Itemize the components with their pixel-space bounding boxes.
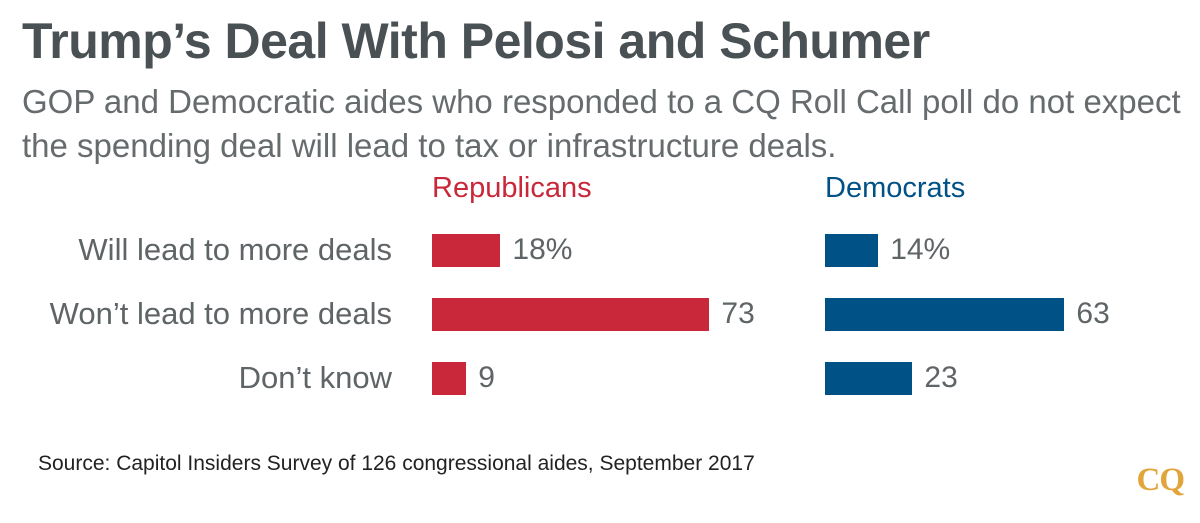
value-label-republicans-won-t-lead-to-more-deals: 73 xyxy=(721,297,755,330)
category-label-don-t-know: Don’t know xyxy=(238,360,392,395)
bar-republicans-won-t-lead-to-more-deals xyxy=(432,298,710,331)
value-label-democrats-won-t-lead-to-more-deals: 63 xyxy=(1076,297,1110,330)
value-label-republicans-don-t-know: 9 xyxy=(478,361,495,394)
bar-democrats-don-t-know xyxy=(825,362,913,395)
chart-title: Trump’s Deal With Pelosi and Schumer xyxy=(22,13,930,69)
category-label-won-t-lead-to-more-deals: Won’t lead to more deals xyxy=(49,296,392,331)
value-label-democrats-don-t-know: 23 xyxy=(924,361,958,394)
series-label-republicans: Republicans xyxy=(432,172,592,204)
chart-subtitle: GOP and Democratic aides who responded t… xyxy=(22,83,1181,164)
bar-democrats-will-lead-to-more-deals xyxy=(825,234,879,267)
bar-republicans-will-lead-to-more-deals xyxy=(432,234,501,267)
value-label-republicans-will-lead-to-more-deals: 18% xyxy=(512,233,573,266)
source-note: Source: Capitol Insiders Survey of 126 c… xyxy=(38,452,755,475)
bar-republicans-don-t-know xyxy=(432,362,467,395)
cq-logo: CQ xyxy=(1136,462,1185,498)
value-label-democrats-will-lead-to-more-deals: 14% xyxy=(890,233,951,266)
series-label-democrats: Democrats xyxy=(825,172,966,204)
category-label-will-lead-to-more-deals: Will lead to more deals xyxy=(78,232,392,267)
bar-democrats-won-t-lead-to-more-deals xyxy=(825,298,1065,331)
